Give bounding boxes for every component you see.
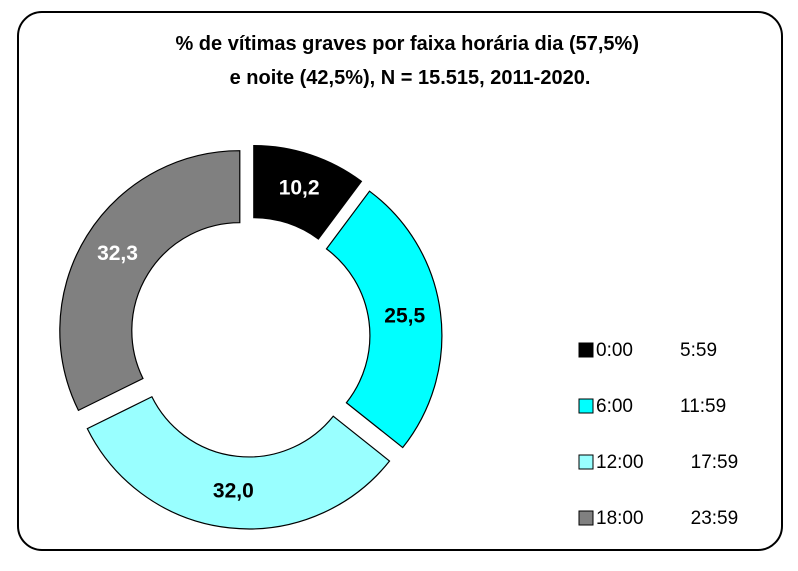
legend-swatch: [578, 510, 594, 526]
chart-title: % de vítimas graves por faixa horária di…: [175, 33, 644, 89]
donut-segment: [325, 190, 443, 449]
value-label: 10,2: [279, 176, 320, 199]
legend-label: 18:00 23:59: [596, 508, 738, 529]
value-label: 25,5: [384, 305, 425, 328]
legend-swatch: [578, 342, 594, 358]
donut-segment: [59, 150, 241, 412]
legend-label: 0:00 5:59: [596, 340, 717, 361]
legend-swatch: [578, 398, 594, 414]
title-line: e noite (42,5%), N = 15.515, 2011-2020.: [230, 67, 591, 89]
value-label: 32,0: [213, 480, 254, 503]
donut-segment: [86, 395, 391, 530]
legend-label: 6:00 11:59: [596, 396, 726, 417]
title-line: % de vítimas graves por faixa horária di…: [175, 33, 639, 55]
legend-swatch: [578, 454, 594, 470]
donut-segment: [253, 145, 363, 240]
legend-label: 12:00 17:59: [596, 452, 738, 473]
value-label: 32,3: [97, 242, 138, 265]
